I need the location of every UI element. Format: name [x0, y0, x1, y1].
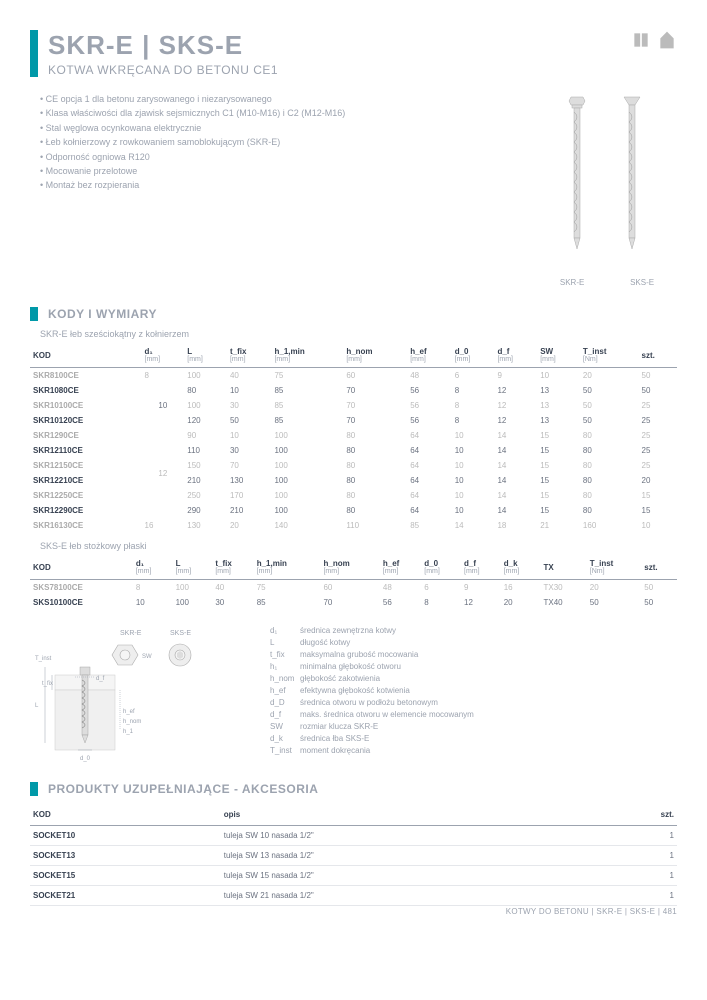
table-accessories: KODopisszt.SOCKET10tuleja SW 10 nasada 1…: [30, 804, 677, 906]
svg-text:h_nom: h_nom: [123, 719, 141, 725]
product-label-sks: SKS-E: [630, 278, 654, 287]
legend-item: h_nomgłębokość zakotwienia: [270, 673, 677, 685]
table-row: SKR12290CE29021010080641014158015: [30, 503, 677, 518]
column-header: L[mm]: [184, 343, 227, 368]
table-row: SOCKET13tuleja SW 13 nasada 1/2"1: [30, 846, 677, 866]
column-header: h_nom[mm]: [343, 343, 407, 368]
column-header: h_1,min[mm]: [271, 343, 343, 368]
table-row: SOCKET15tuleja SW 15 nasada 1/2"1: [30, 866, 677, 886]
column-header: h_ef[mm]: [380, 555, 421, 580]
svg-text:L: L: [35, 703, 39, 709]
column-header: KOD: [30, 343, 142, 368]
column-header: L[mm]: [173, 555, 213, 580]
table-row: SKR12110CE1103010080641014158025: [30, 443, 677, 458]
feature-item: Montaż bez rozpierania: [40, 178, 517, 192]
svg-text:d_f: d_f: [96, 676, 105, 682]
section-codes-dimensions: KODY I WYMIARY: [30, 307, 677, 321]
svg-text:SW: SW: [142, 654, 152, 660]
legend-item: h₁minimalna głębokość otworu: [270, 661, 677, 673]
table-skr: KODd₁[mm]L[mm]t_fix[mm]h_1,min[mm]h_nom[…: [30, 343, 677, 533]
table2-label: SKS-E łeb stożkowy płaski: [40, 541, 677, 551]
column-header: t_fix[mm]: [212, 555, 253, 580]
page-title: SKR-E | SKS-E: [48, 30, 278, 61]
column-header: KOD: [30, 555, 133, 580]
column-header: d_k[mm]: [501, 555, 541, 580]
column-header: TX: [540, 555, 586, 580]
column-header: h_1,min[mm]: [254, 555, 321, 580]
legend-item: d_fmaks. średnica otworu w elemencie moc…: [270, 709, 677, 721]
feature-item: Stal węglowa ocynkowana elektrycznie: [40, 121, 517, 135]
column-header: d_f[mm]: [494, 343, 537, 368]
features-list: CE opcja 1 dla betonu zarysowanego i nie…: [30, 92, 517, 287]
category-icon-2: [657, 30, 677, 52]
legend-item: h_efefektywna głębokość kotwienia: [270, 685, 677, 697]
legend-item: SWrozmiar klucza SKR-E: [270, 721, 677, 733]
column-header: d₁[mm]: [142, 343, 185, 368]
svg-text:SKR-E: SKR-E: [120, 630, 142, 637]
page-subtitle: KOTWA WKRĘCANA DO BETONU CE1: [48, 63, 278, 77]
legend-item: d_kśrednica łba SKS-E: [270, 733, 677, 745]
table-row: SKS10100CE101003085705681220TX405050: [30, 595, 677, 610]
column-header: d_0[mm]: [452, 343, 495, 368]
category-icon-1: [631, 30, 651, 52]
column-header: szt.: [600, 804, 677, 826]
technical-diagram: SKR-E SKS-E SW L t_fix T_inst h: [30, 625, 250, 767]
table-row: SKR12210CE21013010080641014158020: [30, 473, 677, 488]
legend-item: d_Dśrednica otworu w podłożu betonowym: [270, 697, 677, 709]
legend: d₁średnica zewnętrzna kotwyLdługość kotw…: [270, 625, 677, 757]
product-image: SKR-E SKS-E: [537, 92, 677, 287]
product-label-skr: SKR-E: [560, 278, 584, 287]
table-row: SOCKET10tuleja SW 10 nasada 1/2"1: [30, 826, 677, 846]
column-header: d_0[mm]: [421, 555, 461, 580]
table-sks: KODd₁[mm]L[mm]t_fix[mm]h_1,min[mm]h_nom[…: [30, 555, 677, 610]
column-header: d₁[mm]: [133, 555, 173, 580]
legend-item: t_fixmaksymalna grubość mocowania: [270, 649, 677, 661]
table-row: SKR10120CE12050857056812135025: [30, 413, 677, 428]
table-row: SOCKET21tuleja SW 21 nasada 1/2"1: [30, 886, 677, 906]
svg-text:h_1: h_1: [123, 729, 134, 735]
table-row: SKR8100CE81004075604869102050: [30, 368, 677, 384]
table-row: SKR12250CE25017010080641014158015: [30, 488, 677, 503]
svg-text:t_fix: t_fix: [42, 681, 53, 687]
feature-item: CE opcja 1 dla betonu zarysowanego i nie…: [40, 92, 517, 106]
column-header: opis: [221, 804, 601, 826]
column-header: h_ef[mm]: [407, 343, 452, 368]
column-header: T_inst[Nm]: [587, 555, 641, 580]
svg-text:d_0: d_0: [80, 756, 91, 762]
feature-item: Odporność ogniowa R120: [40, 150, 517, 164]
svg-text:T_inst: T_inst: [35, 656, 52, 662]
legend-item: d₁średnica zewnętrzna kotwy: [270, 625, 677, 637]
column-header: h_nom[mm]: [320, 555, 379, 580]
column-header: d_f[mm]: [461, 555, 501, 580]
column-header: t_fix[mm]: [227, 343, 272, 368]
section-accessories: PRODUKTY UZUPEŁNIAJĄCE - AKCESORIA: [30, 782, 677, 796]
table-row: SKR1080CE108010857056812135050: [30, 383, 677, 398]
column-header: KOD: [30, 804, 221, 826]
table-row: SKR1290CE12901010080641014158025: [30, 428, 677, 443]
table-row: SKS78100CE8100407560486916TX302050: [30, 580, 677, 596]
column-header: szt.: [641, 555, 677, 580]
column-header: szt.: [639, 343, 677, 368]
legend-item: T_instmoment dokręcania: [270, 745, 677, 757]
column-header: SW[mm]: [537, 343, 580, 368]
table1-label: SKR-E łeb sześciokątny z kołnierzem: [40, 329, 677, 339]
table-row: SKR16130CE16130201401108514182116010: [30, 518, 677, 533]
feature-item: Klasa właściwości dla zjawisk sejsmiczny…: [40, 106, 517, 120]
column-header: T_inst[Nm]: [580, 343, 639, 368]
table-row: SKR12150CE1507010080641014158025: [30, 458, 677, 473]
table-row: SKR10100CE10030857056812135025: [30, 398, 677, 413]
feature-item: Mocowanie przelotowe: [40, 164, 517, 178]
page-footer: KOTWY DO BETONU | SKR-E | SKS-E | 481: [506, 907, 677, 916]
legend-item: Ldługość kotwy: [270, 637, 677, 649]
feature-item: Łeb kołnierzowy z rowkowaniem samoblokuj…: [40, 135, 517, 149]
svg-text:SKS-E: SKS-E: [170, 630, 191, 637]
svg-text:h_ef: h_ef: [123, 709, 135, 715]
